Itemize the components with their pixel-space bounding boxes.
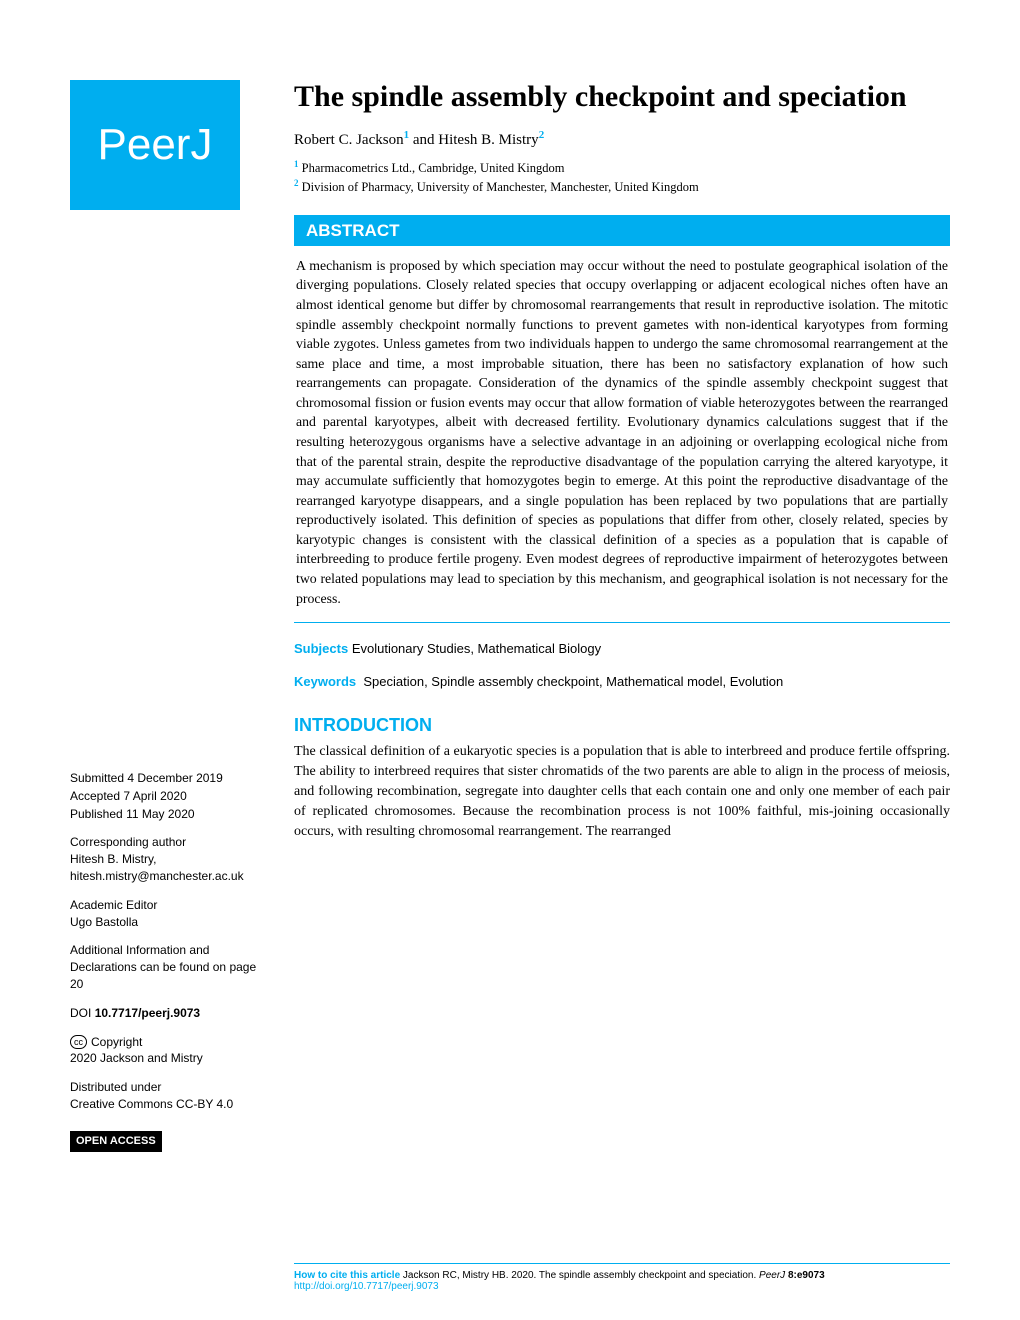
affiliation: 2 Division of Pharmacy, University of Ma…	[294, 178, 950, 195]
accepted-label: Accepted	[70, 789, 120, 803]
author-name[interactable]: Hitesh B. Mistry	[438, 132, 538, 148]
published-value: 11 May 2020	[126, 807, 195, 821]
affiliation: 1 Pharmacometrics Ltd., Cambridge, Unite…	[294, 159, 950, 176]
accepted-value: 7 April 2020	[123, 789, 186, 803]
cc-icon: cc	[70, 1035, 87, 1050]
additional-info[interactable]: Additional Information and Declarations …	[70, 942, 270, 992]
copyright-label: Copyright	[91, 1034, 142, 1051]
author-name[interactable]: Robert C. Jackson	[294, 132, 404, 148]
license-line2[interactable]: Creative Commons CC-BY 4.0	[70, 1096, 270, 1113]
published-label: Published	[70, 807, 123, 821]
corresponding-email[interactable]: hitesh.mistry@manchester.ac.uk	[70, 868, 270, 885]
copyright-block: cc Copyright 2020 Jackson and Mistry	[70, 1034, 270, 1068]
doi-label: DOI	[70, 1006, 91, 1020]
affil-text: Pharmacometrics Ltd., Cambridge, United …	[302, 161, 565, 175]
affil-sup: 1	[294, 159, 299, 169]
copyright-holder: 2020 Jackson and Mistry	[70, 1050, 270, 1067]
author-separator: and	[409, 132, 438, 148]
submitted-value: 4 December 2019	[127, 771, 222, 785]
corresponding-name: Hitesh B. Mistry,	[70, 851, 270, 868]
editor-block: Academic Editor Ugo Bastolla	[70, 897, 270, 931]
license-line1: Distributed under	[70, 1079, 270, 1096]
subjects-line: Subjects Evolutionary Studies, Mathemati…	[294, 641, 950, 656]
main-column: The spindle assembly checkpoint and spec…	[294, 80, 950, 1152]
citation-footer: How to cite this article Jackson RC, Mis…	[294, 1263, 950, 1292]
author-list: Robert C. Jackson1 and Hitesh B. Mistry2	[294, 129, 950, 149]
abstract-box: ABSTRACT A mechanism is proposed by whic…	[294, 215, 950, 623]
keywords-line: Keywords Speciation, Spindle assembly ch…	[294, 674, 950, 689]
abstract-heading: ABSTRACT	[294, 216, 950, 246]
dates-block: Submitted 4 December 2019 Accepted 7 Apr…	[70, 770, 270, 822]
subjects-text: Evolutionary Studies, Mathematical Biolo…	[352, 641, 601, 656]
doi-value[interactable]: 10.7717/peerj.9073	[95, 1006, 200, 1020]
corresponding-label: Corresponding author	[70, 834, 270, 851]
page-container: PeerJ Submitted 4 December 2019 Accepted…	[0, 0, 1020, 1192]
affil-sup: 2	[294, 178, 299, 188]
keywords-label: Keywords	[294, 674, 356, 689]
article-title: The spindle assembly checkpoint and spec…	[294, 80, 950, 115]
keywords-text: Speciation, Spindle assembly checkpoint,…	[363, 674, 783, 689]
doi-block: DOI 10.7717/peerj.9073	[70, 1005, 270, 1022]
cite-label: How to cite this article	[294, 1270, 400, 1281]
affil-text: Division of Pharmacy, University of Manc…	[302, 180, 699, 194]
cite-journal: PeerJ	[759, 1270, 785, 1281]
journal-logo: PeerJ	[70, 80, 240, 210]
cite-text: Jackson RC, Mistry HB. 2020. The spindle…	[403, 1270, 759, 1281]
open-access-badge: OPEN ACCESS	[70, 1131, 162, 1152]
cite-url[interactable]: http://doi.org/10.7717/peerj.9073	[294, 1281, 439, 1292]
corresponding-block: Corresponding author Hitesh B. Mistry, h…	[70, 834, 270, 884]
abstract-text: A mechanism is proposed by which speciat…	[294, 246, 950, 622]
editor-label: Academic Editor	[70, 897, 270, 914]
submitted-label: Submitted	[70, 771, 124, 785]
intro-heading: INTRODUCTION	[294, 715, 950, 736]
intro-text: The classical definition of a eukaryotic…	[294, 742, 950, 842]
sidebar: PeerJ Submitted 4 December 2019 Accepted…	[70, 80, 270, 1152]
subjects-label: Subjects	[294, 641, 348, 656]
logo-text: PeerJ	[98, 114, 213, 176]
author-affil-sup: 2	[539, 129, 545, 141]
cite-ref: 8:e9073	[788, 1270, 825, 1281]
license-block: Distributed under Creative Commons CC-BY…	[70, 1079, 270, 1113]
editor-name: Ugo Bastolla	[70, 914, 270, 931]
